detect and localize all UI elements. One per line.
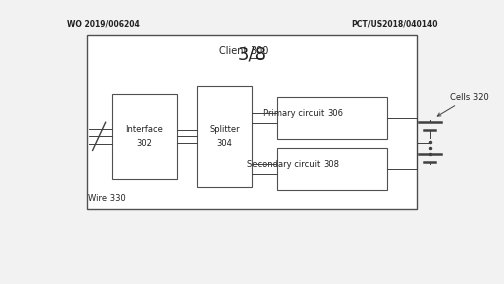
- Text: WO 2019/006204: WO 2019/006204: [67, 19, 139, 28]
- FancyBboxPatch shape: [277, 97, 388, 139]
- FancyBboxPatch shape: [112, 94, 177, 179]
- Text: Cells 320: Cells 320: [437, 93, 489, 116]
- Text: 304: 304: [217, 139, 232, 148]
- Text: Interface: Interface: [125, 125, 163, 134]
- Text: Splitter: Splitter: [209, 125, 240, 134]
- FancyBboxPatch shape: [197, 86, 252, 187]
- FancyBboxPatch shape: [277, 148, 388, 190]
- Text: Client: Client: [219, 46, 250, 56]
- Text: Secondary circuit: Secondary circuit: [247, 160, 323, 169]
- Text: 3/8: 3/8: [237, 46, 267, 64]
- Text: 300: 300: [250, 46, 269, 56]
- FancyBboxPatch shape: [87, 35, 417, 210]
- Text: 308: 308: [323, 160, 339, 169]
- Text: 306: 306: [327, 109, 343, 118]
- Text: Wire 330: Wire 330: [88, 194, 125, 203]
- Text: Primary circuit: Primary circuit: [263, 109, 327, 118]
- Text: PCT/US2018/040140: PCT/US2018/040140: [351, 19, 437, 28]
- Text: 302: 302: [136, 139, 152, 148]
